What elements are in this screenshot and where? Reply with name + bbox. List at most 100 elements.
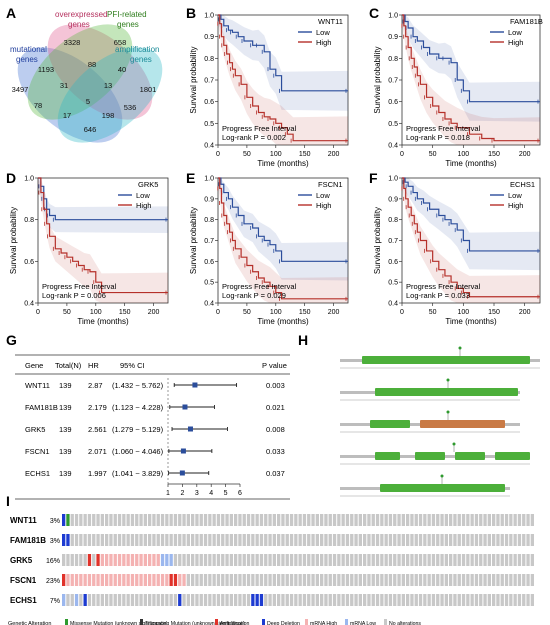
oncoprint-cell (70, 594, 74, 606)
oncoprint-cell (302, 514, 307, 526)
oncoprint-cell (255, 534, 259, 546)
oncoprint-cell (238, 594, 242, 606)
table-cell-p: 0.008 (266, 425, 285, 434)
venn-count: 17 (63, 111, 71, 120)
oncoprint-cell (221, 554, 225, 566)
oncoprint-cell (139, 514, 143, 526)
oncoprint-cell (246, 534, 251, 546)
oncoprint-cell (160, 534, 165, 546)
oncoprint-cell (173, 554, 178, 566)
forest-x-tick-label: 1 (166, 490, 170, 497)
oncoprint-cell (337, 574, 341, 586)
oncoprint-cell (504, 574, 509, 586)
oncoprint-cell (496, 594, 500, 606)
oncoprint-cell (431, 514, 436, 526)
oncoprint-cell (513, 574, 517, 586)
oncoprint-cell (272, 574, 276, 586)
oncoprint-cell (492, 534, 496, 546)
oncoprint-cell (449, 594, 453, 606)
y-tick-label: 1.0 (204, 13, 214, 20)
oncoprint-cell (152, 534, 156, 546)
oncoprint-cell (436, 594, 440, 606)
oncoprint-cell (96, 534, 100, 546)
venn-count: 198 (102, 111, 115, 120)
oncoprint-cell (212, 594, 216, 606)
km-gene-label: WNT11 (318, 17, 343, 26)
oncoprint-cell (109, 534, 113, 546)
oncoprint-cell (264, 574, 268, 586)
mutation-lollipop-head (452, 442, 456, 446)
oncoprint-cell (294, 554, 298, 566)
oncoprint-cell (423, 554, 427, 566)
oncoprint-cell (100, 514, 104, 526)
venn-count: 31 (60, 81, 68, 90)
km-curve-high (218, 14, 348, 142)
oncoprint-cell (384, 514, 388, 526)
oncoprint-cell (375, 514, 380, 526)
x-tick-label: 100 (457, 309, 469, 316)
oncoprint-cell (509, 534, 513, 546)
oncoprint-cell (268, 594, 272, 606)
table-cell-gene: GRK5 (25, 425, 45, 434)
oncoprint-cell (526, 534, 530, 546)
oncoprint-cell (320, 554, 324, 566)
oncoprint-cell (375, 554, 380, 566)
oncoprint-cell (483, 574, 487, 586)
oncoprint-cell (165, 594, 169, 606)
oncoprint-cell (328, 554, 332, 566)
km-gene-label: GRK5 (138, 180, 158, 189)
oncoprint-cell (208, 594, 212, 606)
oncoprint-cell (393, 574, 397, 586)
oncoprint-cell (414, 554, 418, 566)
oncoprint-cell (328, 574, 332, 586)
oncoprint-cell (242, 574, 246, 586)
oncoprint-cell (62, 594, 66, 606)
x-tick-label: 50 (243, 309, 251, 316)
oncoprint-cell (418, 554, 423, 566)
hr-point (192, 382, 198, 388)
oncoprint-cell (401, 514, 405, 526)
oncoprint-legend-swatch (384, 619, 387, 625)
panel-letter-d: D (6, 170, 16, 186)
x-tick-label: 150 (299, 151, 311, 158)
oncoprint-cell (423, 594, 427, 606)
oncoprint-cell (354, 574, 358, 586)
x-tick-label: 150 (119, 309, 131, 316)
oncoprint-cell (178, 534, 182, 546)
legend-label-high: High (508, 201, 523, 210)
oncoprint-cell (363, 534, 367, 546)
oncoprint-cell (444, 554, 448, 566)
table-cell-hr: 2.561 (88, 425, 107, 434)
oncoprint-legend-label: mRNA Low (350, 621, 376, 625)
oncoprint-cell (199, 594, 203, 606)
oncoprint-cell (397, 574, 401, 586)
y-tick-label: 1.0 (388, 176, 398, 183)
oncoprint-cell (212, 534, 216, 546)
oncoprint-cell (87, 554, 92, 566)
oncoprint-cell (466, 534, 470, 546)
table-cell-n: 139 (59, 447, 72, 456)
oncoprint-cell (100, 534, 104, 546)
oncoprint-cell (221, 574, 225, 586)
oncoprint-cell (105, 534, 109, 546)
oncoprint-cell (294, 594, 298, 606)
table-cell-ci: (1.041 ~ 3.829) (112, 469, 164, 478)
venn-count: 1801 (140, 85, 157, 94)
oncoprint-cell (251, 574, 255, 586)
oncoprint-cell (122, 594, 126, 606)
oncoprint-cell (160, 594, 165, 606)
oncoprint-cell (500, 554, 504, 566)
oncoprint-cell (285, 514, 289, 526)
venn-set-overexpressed (47, 24, 153, 120)
oncoprint-cell (332, 594, 337, 606)
oncoprint-cell (444, 534, 448, 546)
x-tick-label: 0 (400, 309, 404, 316)
oncoprint-cell (186, 594, 190, 606)
oncoprint-cell (320, 534, 324, 546)
table-cell-hr: 2.179 (88, 403, 107, 412)
oncoprint-cell (212, 554, 216, 566)
oncoprint-cell (105, 554, 109, 566)
oncoprint-cell (388, 554, 393, 566)
oncoprint-cell (225, 594, 229, 606)
table-cell-hr: 1.997 (88, 469, 107, 478)
